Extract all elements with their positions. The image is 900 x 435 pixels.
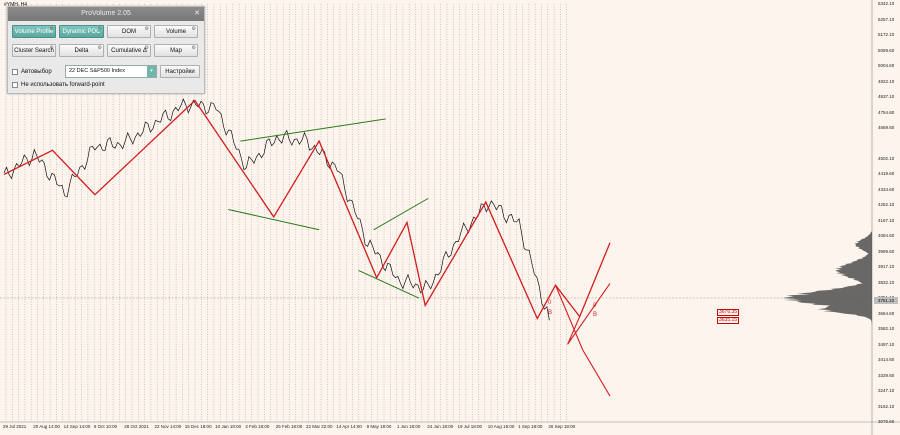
trend-line [373,197,429,231]
x-tick-label: 20 Aug 14:00 [33,424,60,429]
x-tick-label: 15 Dec 18:00 [184,424,212,429]
y-tick-label: 4419.60 [878,171,895,177]
y-tick-label: 4922.10 [878,78,895,84]
y-tick-label: 3582.10 [878,326,895,332]
x-tick-label: 1 Sep 18:00 [518,424,543,429]
instrument-select[interactable]: 22 DEC S&P500 Index ▾ [65,65,157,78]
level-label-upper: 3676.35 [717,309,740,316]
panel-title: ProVolume 2.05 [81,10,131,17]
button-label: Delta [74,48,89,54]
cumulative-delta-button[interactable]: Cumulative Δ ⚙ [107,44,151,57]
trend-line [240,118,386,142]
current-price-badge: 3751.10 [874,297,898,304]
button-label: DOM [122,29,136,35]
y-tick-label: 3162.10 [878,403,895,409]
y-tick-label: 4334.60 [878,187,895,193]
x-tick-label: 29 Jul 2021 [3,424,27,429]
button-label: Dynamic POC [62,29,101,35]
level-label-lower: 3635.15 [717,317,740,324]
gear-icon[interactable]: ⚙ [49,45,54,51]
button-label: Volume [165,29,186,35]
wave-label-0-right: 0 [548,300,552,306]
settings-button[interactable]: Настройки [160,65,200,78]
symbol-label: #YMH, H4 [4,2,28,8]
gear-icon[interactable]: ⚙ [144,45,149,51]
instrument-value: 22 DEC S&P500 Index [69,68,125,74]
y-tick-label: 5089.60 [878,47,895,53]
volume-profile [782,231,872,330]
trend-line [358,269,420,299]
y-tick-label: 3664.60 [878,310,895,316]
x-tick-label: 24 Jun 18:00 [427,424,454,429]
y-tick-label: 3247.10 [878,388,895,394]
dynamic-poc-button[interactable]: Dynamic POC ⚙ [59,25,104,38]
y-tick-label: 5004.60 [878,63,895,69]
delta-button[interactable]: Delta ⚙ [59,44,104,57]
button-label: Volume Profile [14,29,54,35]
gear-icon[interactable]: ⚙ [191,45,196,51]
gear-icon[interactable]: ⚙ [97,26,102,32]
map-button[interactable]: Map ⚙ [154,44,198,57]
wave-label-b: B [593,312,598,318]
y-tick-label: 3999.60 [878,249,895,255]
y-tick-label: 5257.10 [878,16,895,22]
x-tick-label: 6 Oct 10:00 [93,424,118,429]
x-tick-label: 9 May 18:00 [366,424,392,429]
auto-select-checkbox[interactable] [12,69,18,75]
button-label: Cluster Search [14,48,54,54]
x-tick-label: 25 Feb 18:00 [275,424,303,429]
y-tick-label: 3497.10 [878,341,895,347]
button-label: Cumulative Δ [111,48,147,54]
y-tick-label: 4502.10 [878,156,895,162]
volume-button[interactable]: Volume ⚙ [154,25,198,38]
auto-select-label: Автовыбор [21,69,52,75]
zigzag-wave [3,99,611,320]
wave-label-0: 0 [593,303,597,309]
y-tick-label: 3329.60 [878,372,895,378]
provolume-panel: ProVolume 2.05 ✕ Volume Profile ⚙ Dynamic … [7,6,205,94]
x-tick-label: 10 Aug 18:00 [487,424,515,429]
y-tick-label: 5342.10 [878,1,895,6]
forward-point-checkbox[interactable] [12,82,18,88]
chevron-down-icon[interactable]: ▾ [147,66,156,77]
y-tick-label: 3917.10 [878,264,895,270]
gear-icon[interactable]: ⚙ [49,26,54,32]
y-tick-label: 4252.10 [878,202,895,208]
y-tick-label: 4754.60 [878,109,895,115]
x-tick-label: 1 Jun 18:00 [396,424,421,429]
wave-label-b-right: B [548,310,553,316]
y-tick-label: 3414.60 [878,357,895,363]
forward-point-label: Не использовать forward-point [21,82,105,88]
y-tick-label: 5172.10 [878,32,895,38]
gear-icon[interactable]: ⚙ [144,26,149,32]
y-tick-label: 3079.60 [878,419,895,424]
projection-mid [567,283,611,345]
gear-icon[interactable]: ⚙ [191,26,196,32]
x-tick-label: 22 Nov 14:00 [154,424,182,429]
x-tick-label: 28 Oct 2021 [124,424,149,429]
close-icon[interactable]: ✕ [194,10,200,17]
x-tick-label: 14 Sep 14:00 [63,424,91,429]
y-tick-label: 4084.60 [878,233,895,239]
dom-button[interactable]: DOM ⚙ [107,25,151,38]
x-tick-label: 19 Jul 18:00 [457,424,483,429]
y-tick-label: 3832.10 [878,279,895,285]
trend-line [228,208,320,231]
gear-icon[interactable]: ⚙ [97,45,102,51]
y-tick-label: 4167.10 [878,218,895,224]
projection-low [554,284,611,397]
cluster-search-button[interactable]: Cluster Search ⚙ [12,44,56,57]
x-tick-label: 10 Jan 18:00 [215,424,242,429]
x-tick-label: 22 Mar 22:00 [306,424,333,429]
button-label: Map [170,48,182,54]
y-tick-label: 4669.60 [878,125,895,131]
x-tick-label: 26 Sep 18:00 [548,424,576,429]
panel-titlebar[interactable]: ProVolume 2.05 ✕ [8,7,204,21]
y-tick-label: 4837.10 [878,94,895,100]
volume-profile-button[interactable]: Volume Profile ⚙ [12,25,56,38]
x-tick-label: 2 Feb 18:00 [245,424,270,429]
x-tick-label: 14 Apr 14:00 [336,424,362,429]
